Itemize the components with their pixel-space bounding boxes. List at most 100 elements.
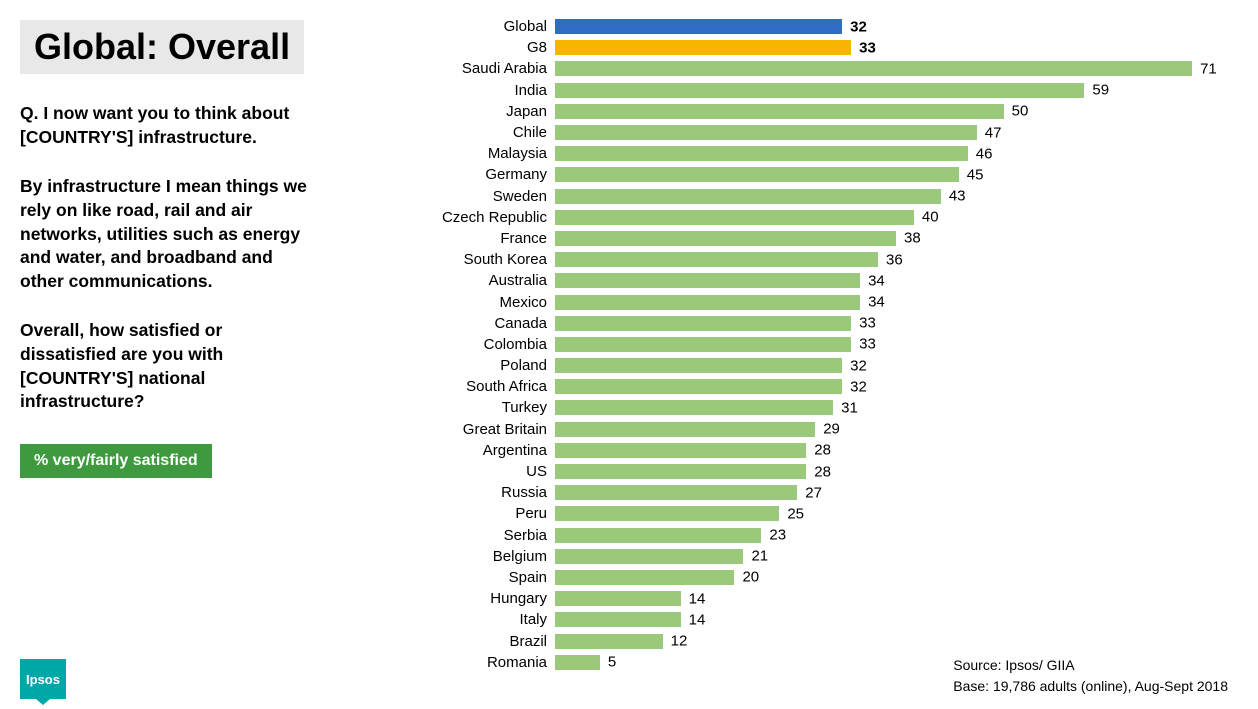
question-paragraph-3: Overall, how satisfied or dissatisfied a…: [20, 319, 310, 414]
question-paragraph-1: Q. I now want you to think about [COUNTR…: [20, 102, 310, 149]
bar-value: 45: [959, 166, 984, 183]
bar-fill: 71: [555, 61, 1192, 76]
bar-fill: 5: [555, 655, 600, 670]
bar-label: Belgium: [340, 548, 555, 565]
bar-track: 28: [555, 443, 1228, 458]
bar-value: 14: [681, 590, 706, 607]
bar-row: Serbia23: [340, 525, 1228, 546]
bar-value: 33: [851, 39, 876, 56]
bar-fill: 14: [555, 612, 681, 627]
bar-fill: 34: [555, 295, 860, 310]
bar-label: Russia: [340, 484, 555, 501]
bar-row: Poland32: [340, 355, 1228, 376]
bar-track: 31: [555, 400, 1228, 415]
bar-label: Saudi Arabia: [340, 60, 555, 77]
bar-track: 33: [555, 40, 1228, 55]
bar-row: G833: [340, 37, 1228, 58]
bar-row: Russia 27: [340, 482, 1228, 503]
bar-value: 28: [806, 442, 831, 459]
bar-label: France: [340, 230, 555, 247]
bar-fill: 23: [555, 528, 761, 543]
bar-track: 40: [555, 210, 1228, 225]
bar-fill: 36: [555, 252, 878, 267]
bar-row: Hungary14: [340, 588, 1228, 609]
ipsos-logo: Ipsos: [20, 659, 66, 699]
bar-fill: 32: [555, 19, 842, 34]
bar-label: Serbia: [340, 527, 555, 544]
bar-fill: 32: [555, 358, 842, 373]
bar-track: 27: [555, 485, 1228, 500]
bar-row: India59: [340, 80, 1228, 101]
bar-track: 32: [555, 358, 1228, 373]
bar-row: Czech Republic40: [340, 207, 1228, 228]
bar-label: Germany: [340, 166, 555, 183]
bar-label: Japan: [340, 103, 555, 120]
bar-fill: 38: [555, 231, 896, 246]
bar-label: Czech Republic: [340, 209, 555, 226]
bar-label: Poland: [340, 357, 555, 374]
bar-label: Turkey: [340, 399, 555, 416]
bar-label: Colombia: [340, 336, 555, 353]
question-paragraph-2: By infrastructure I mean things we rely …: [20, 175, 310, 293]
bar-fill: 45: [555, 167, 959, 182]
bar-row: Mexico34: [340, 291, 1228, 312]
bar-track: 36: [555, 252, 1228, 267]
bar-fill: 14: [555, 591, 681, 606]
bar-value: 34: [860, 294, 885, 311]
bar-label: Peru: [340, 505, 555, 522]
bar-value: 27: [797, 484, 822, 501]
bar-label: US: [340, 463, 555, 480]
bar-label: Italy: [340, 611, 555, 628]
bar-label: Global: [340, 18, 555, 35]
bar-value: 50: [1004, 103, 1029, 120]
bar-fill: 43: [555, 189, 941, 204]
bar-fill: 12: [555, 634, 663, 649]
bar-label: Canada: [340, 315, 555, 332]
bar-value: 43: [941, 188, 966, 205]
bar-row: Italy14: [340, 609, 1228, 630]
bar-value: 14: [681, 611, 706, 628]
bar-row: South Korea36: [340, 249, 1228, 270]
bar-label: Great Britain: [340, 421, 555, 438]
bar-value: 25: [779, 505, 804, 522]
bar-value: 38: [896, 230, 921, 247]
chart-panel: Global32G833Saudi Arabia71India59Japan50…: [330, 0, 1258, 709]
bar-row: Germany45: [340, 164, 1228, 185]
bar-track: 20: [555, 570, 1228, 585]
bar-track: 14: [555, 591, 1228, 606]
bar-value: 33: [851, 315, 876, 332]
bar-row: Chile47: [340, 122, 1228, 143]
bar-fill: 59: [555, 83, 1084, 98]
bar-track: 25: [555, 506, 1228, 521]
bar-track: 71: [555, 61, 1228, 76]
bar-value: 28: [806, 463, 831, 480]
bar-track: 59: [555, 83, 1228, 98]
bar-value: 59: [1084, 82, 1109, 99]
bar-value: 5: [600, 654, 616, 671]
bar-label: Argentina: [340, 442, 555, 459]
bar-track: 46: [555, 146, 1228, 161]
bar-track: 45: [555, 167, 1228, 182]
bar-row: Colombia33: [340, 334, 1228, 355]
bar-track: 23: [555, 528, 1228, 543]
source-line-1: Source: Ipsos/ GIIA: [953, 655, 1228, 676]
bar-track: 21: [555, 549, 1228, 564]
bar-value: 32: [842, 378, 867, 395]
bar-track: 43: [555, 189, 1228, 204]
bar-value: 46: [968, 145, 993, 162]
bar-track: 12: [555, 634, 1228, 649]
bar-track: 29: [555, 422, 1228, 437]
bar-track: 14: [555, 612, 1228, 627]
left-panel: Global: Overall Q. I now want you to thi…: [0, 0, 330, 709]
bar-fill: 29: [555, 422, 815, 437]
bar-chart: Global32G833Saudi Arabia71India59Japan50…: [340, 16, 1228, 673]
bar-value: 33: [851, 336, 876, 353]
bar-label: Mexico: [340, 294, 555, 311]
legend-badge: % very/fairly satisfied: [20, 444, 212, 478]
bar-value: 20: [734, 569, 759, 586]
bar-label: Hungary: [340, 590, 555, 607]
bar-fill: 33: [555, 337, 851, 352]
bar-row: Turkey 31: [340, 397, 1228, 418]
bar-fill: 34: [555, 273, 860, 288]
bar-value: 31: [833, 399, 858, 416]
